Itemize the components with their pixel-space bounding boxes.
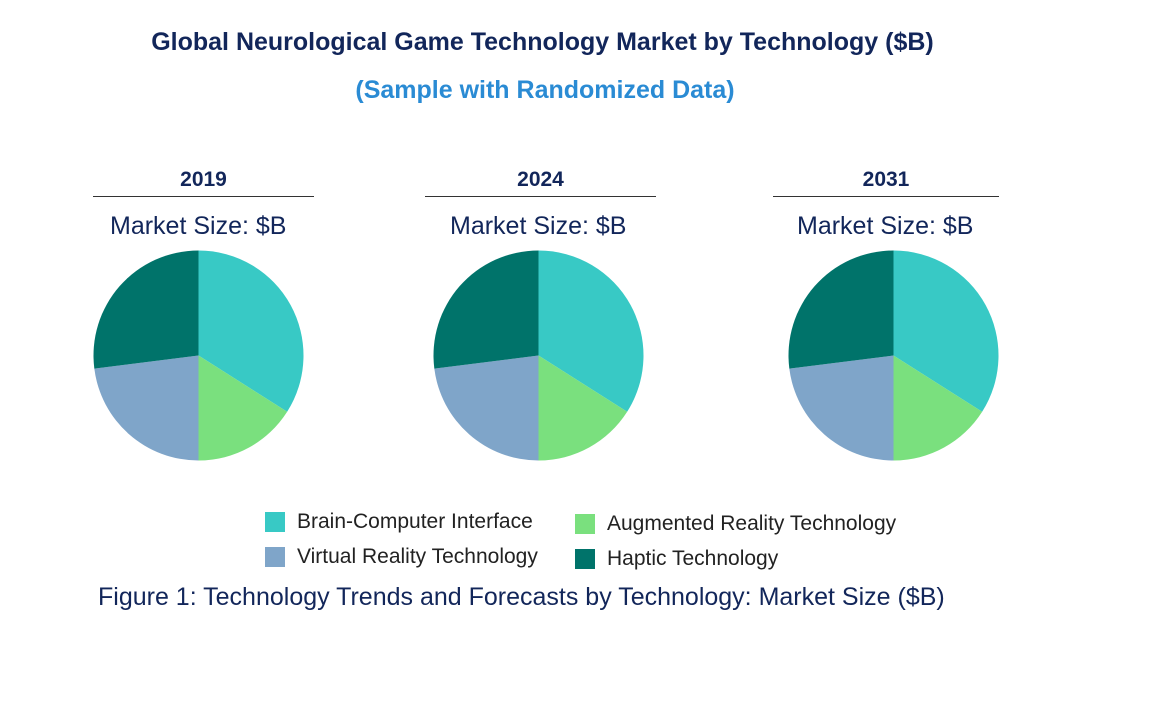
market-size-label: Market Size: $B (797, 212, 974, 240)
pie-slice-brain-computer-interface (538, 250, 644, 412)
pie-slice-virtual-reality (434, 355, 539, 461)
legend-swatch (265, 547, 285, 567)
chart-subtitle: (Sample with Randomized Data) (355, 76, 735, 104)
legend-item-brain-computer-interface: Brain-Computer Interface (265, 510, 533, 534)
pie-chart-2024 (433, 250, 644, 461)
pie-slice-augmented-reality (893, 355, 983, 461)
figure-caption: Figure 1: Technology Trends and Forecast… (98, 583, 945, 611)
panel-year: 2019 (93, 168, 314, 197)
legend-label: Haptic Technology (607, 547, 779, 570)
pie-slice-haptic (93, 250, 199, 369)
panel-2024: 2024 Market Size: $B (425, 168, 656, 240)
legend-item-augmented-reality: Augmented Reality Technology (575, 512, 896, 536)
legend-label: Augmented Reality Technology (607, 512, 897, 535)
legend-swatch (265, 512, 285, 532)
panel-2019: 2019 Market Size: $B (93, 168, 314, 240)
pie-slice-brain-computer-interface (198, 250, 304, 412)
pie-slice-virtual-reality (94, 355, 199, 461)
market-size-label: Market Size: $B (450, 212, 627, 240)
legend-swatch (575, 514, 595, 534)
panel-year: 2024 (425, 168, 656, 197)
pie-slice-brain-computer-interface (893, 250, 999, 412)
pie-slice-haptic (433, 250, 539, 369)
pie-slice-augmented-reality (198, 355, 288, 461)
legend-label: Virtual Reality Technology (297, 545, 538, 568)
pie-slice-augmented-reality (538, 355, 628, 461)
pie-chart-2031 (788, 250, 999, 461)
panel-2031: 2031 Market Size: $B (773, 168, 999, 240)
legend-swatch (575, 549, 595, 569)
legend-label: Brain-Computer Interface (297, 510, 533, 533)
legend-item-virtual-reality: Virtual Reality Technology (265, 545, 538, 569)
pie-slice-virtual-reality (789, 355, 894, 461)
pie-slice-haptic (788, 250, 894, 369)
panel-year: 2031 (773, 168, 999, 197)
legend-item-haptic: Haptic Technology (575, 547, 778, 571)
market-size-label: Market Size: $B (110, 212, 287, 240)
pie-chart-2019 (93, 250, 304, 461)
chart-title: Global Neurological Game Technology Mark… (151, 28, 934, 56)
